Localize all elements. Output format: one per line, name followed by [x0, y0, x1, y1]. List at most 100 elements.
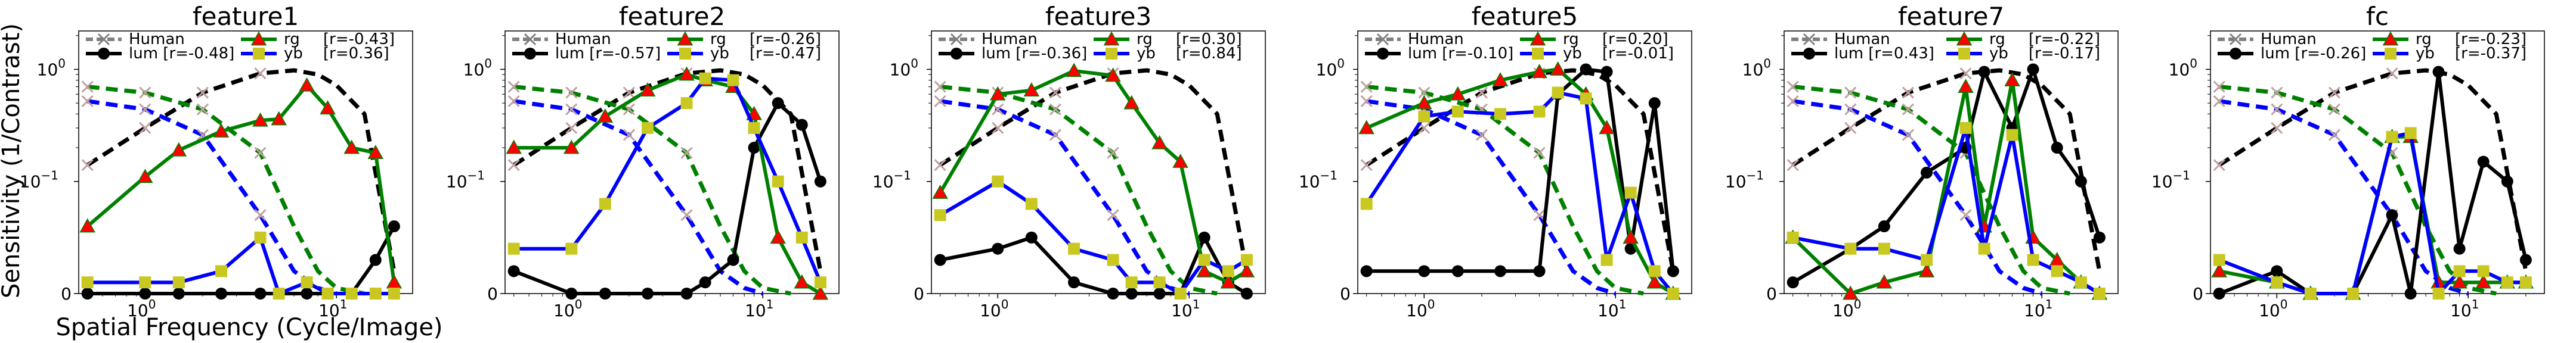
human-marker [934, 159, 946, 172]
lum-point [1418, 265, 1431, 277]
lum-point [1580, 63, 1592, 76]
rg-point [639, 82, 656, 97]
yb-point [388, 288, 400, 300]
y-tick-label: 100 [1316, 56, 1345, 79]
human-marker [2213, 95, 2225, 107]
human-marker [81, 80, 94, 93]
lum-point [1533, 265, 1546, 277]
human-marker [2213, 80, 2225, 93]
y-tick-label: 0 [61, 284, 72, 304]
lum-point [1878, 220, 1890, 233]
y-tick-label: 0 [487, 284, 498, 304]
lum-point [2453, 242, 2466, 255]
lum-point [565, 288, 578, 300]
legend-human-marker [524, 33, 537, 46]
y-tick-label: 100 [1742, 56, 1771, 79]
rg-point [271, 111, 287, 126]
lum-point [2501, 175, 2513, 188]
legend-yb-label: yb [710, 45, 729, 63]
legend-human-marker [950, 33, 963, 46]
yb-point [345, 288, 358, 300]
yb-point [1533, 105, 1546, 118]
human-marker [1107, 146, 1119, 159]
chart-title: feature1 [193, 2, 299, 31]
human-marker [1959, 209, 1972, 222]
plot-frame [1357, 30, 1692, 294]
legend-yb-corr: [r=-0.17] [2029, 45, 2100, 63]
human-marker [1533, 146, 1546, 159]
human-yb-curve [1792, 99, 2043, 296]
x-tick-label: 100 [553, 297, 582, 320]
human-marker [2271, 121, 2283, 134]
yb-point [1174, 288, 1187, 300]
rg-point [597, 108, 614, 123]
yb-point [1624, 186, 1637, 199]
yb-point [2432, 288, 2445, 300]
yb-point [2477, 265, 2490, 277]
human-marker [254, 146, 267, 159]
rg-point [1492, 72, 1509, 87]
human-marker [2386, 67, 2398, 80]
yb-point [1198, 254, 1210, 266]
yb-point [1494, 108, 1507, 120]
legend-lum-label: lum [r=-0.26] [2261, 45, 2366, 63]
rg-point [1599, 120, 1615, 135]
legend-human-label: Human [1834, 30, 1890, 48]
human-marker [992, 121, 1004, 134]
legend-rg-marker [2382, 31, 2399, 46]
rg-point [137, 169, 153, 183]
human-rg-curve [87, 85, 365, 296]
legend-yb-corr: [r=-0.47] [750, 45, 821, 63]
lum-point [215, 288, 228, 300]
rg-point [1416, 95, 1432, 110]
lum-point [814, 175, 826, 188]
yb-point [301, 276, 313, 289]
legend-yb-corr: [r=0.84] [1176, 45, 1242, 63]
legend-yb-marker [1532, 48, 1544, 60]
lum-point [642, 288, 654, 300]
lum-point [2432, 66, 2445, 78]
human-marker [565, 103, 578, 116]
legend-rg-marker [1103, 31, 1120, 46]
legend-rg-marker [1530, 31, 1546, 46]
yb-point [2519, 276, 2532, 289]
yb-point [814, 276, 826, 289]
lum-point [1451, 265, 1464, 277]
rg-point [386, 274, 402, 289]
legend-human-marker [1376, 33, 1389, 46]
human-marker [1844, 121, 1857, 134]
lum-point [1921, 166, 1933, 179]
y-tick-label: 10−1 [2151, 169, 2190, 192]
yb-point [1667, 288, 1679, 300]
rg-point [1646, 274, 1663, 289]
yb-point [680, 97, 693, 110]
yb-point [1153, 276, 1166, 289]
human-lum-curve [1791, 68, 2102, 272]
rg-point [1843, 285, 1859, 300]
yb-point [1959, 121, 1972, 134]
x-tick-label: 101 [1597, 297, 1626, 320]
lum-point [1240, 288, 1253, 300]
yb-point [599, 198, 611, 210]
yb-point [565, 242, 578, 255]
y-tick-label: 0 [1766, 284, 1777, 304]
legend-lum-label: lum [r=-0.10] [1408, 45, 1513, 63]
human-lum-curve [1365, 68, 1676, 272]
chart-title: feature7 [1898, 2, 2004, 31]
lum-point [254, 288, 267, 300]
human-marker [2328, 129, 2340, 141]
legend-rg-label: rg [1137, 30, 1153, 48]
yb-point [2386, 130, 2398, 143]
legend-lum-label: lum [r=-0.57] [555, 45, 661, 63]
legend-yb-corr: [r=0.36] [323, 45, 389, 63]
human-marker [623, 86, 635, 99]
yb-point [2027, 254, 2039, 266]
x-tick-label: 101 [1171, 297, 1200, 320]
lum-point [1068, 276, 1080, 289]
yb-point [2404, 127, 2417, 139]
legend-yb-marker [679, 48, 691, 60]
